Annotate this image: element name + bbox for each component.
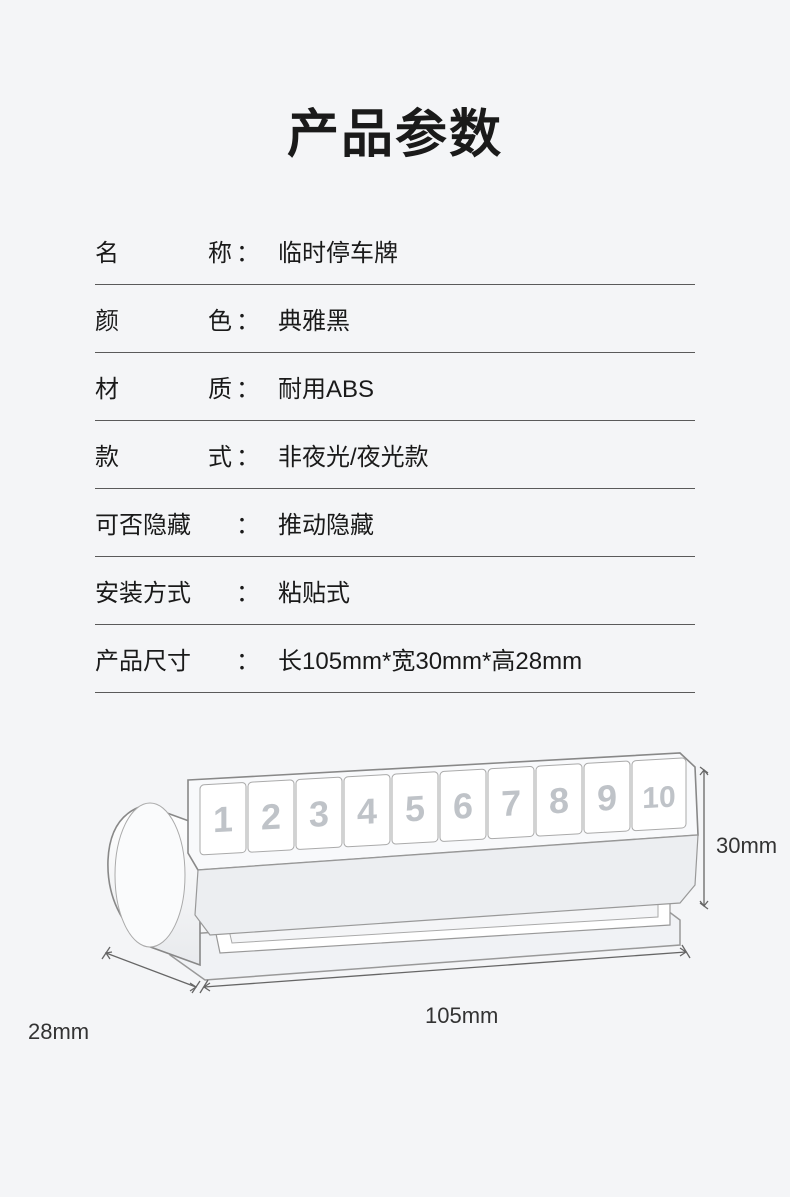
spec-row: 可否隐藏： 推动隐藏: [95, 489, 695, 557]
spec-value: 推动隐藏: [260, 505, 374, 540]
spec-row: 安装方式： 粘贴式: [95, 557, 695, 625]
spec-value: 粘贴式: [260, 573, 350, 608]
svg-text:5: 5: [405, 787, 425, 829]
spec-label: 材质：: [95, 369, 260, 404]
dimension-length: 105mm: [425, 1003, 498, 1029]
svg-text:9: 9: [597, 777, 617, 819]
spec-value: 长105mm*宽30mm*高28mm: [260, 641, 582, 676]
spec-label: 款式：: [95, 437, 260, 472]
spec-table: 名称： 临时停车牌 颜色： 典雅黑 材质： 耐用ABS 款式： 非夜光/夜光款 …: [95, 217, 695, 693]
spec-row: 名称： 临时停车牌: [95, 217, 695, 285]
svg-text:8: 8: [549, 779, 569, 821]
svg-text:6: 6: [453, 785, 473, 827]
svg-text:1: 1: [213, 798, 233, 840]
spec-value: 典雅黑: [260, 301, 350, 336]
svg-text:3: 3: [309, 793, 329, 835]
svg-text:7: 7: [501, 782, 521, 824]
dimension-height: 30mm: [716, 833, 777, 859]
spec-row: 产品尺寸： 长105mm*宽30mm*高28mm: [95, 625, 695, 693]
spec-label: 产品尺寸：: [95, 641, 260, 676]
spec-row: 材质： 耐用ABS: [95, 353, 695, 421]
spec-label: 名称：: [95, 233, 260, 268]
spec-value: 非夜光/夜光款: [260, 437, 429, 472]
product-diagram: 1 2 3 4 5 6 7 8 9 10: [0, 725, 790, 1145]
svg-text:4: 4: [357, 790, 377, 832]
spec-value: 耐用ABS: [260, 369, 374, 404]
svg-text:2: 2: [261, 795, 281, 837]
spec-row: 颜色： 典雅黑: [95, 285, 695, 353]
page-title: 产品参数: [0, 0, 790, 167]
dimension-width: 28mm: [28, 1019, 89, 1045]
spec-label: 安装方式：: [95, 573, 260, 608]
spec-label: 颜色：: [95, 301, 260, 336]
svg-text:10: 10: [642, 780, 675, 815]
spec-label: 可否隐藏：: [95, 505, 260, 540]
spec-value: 临时停车牌: [260, 233, 398, 268]
product-svg: 1 2 3 4 5 6 7 8 9 10: [40, 725, 720, 1125]
spec-row: 款式： 非夜光/夜光款: [95, 421, 695, 489]
